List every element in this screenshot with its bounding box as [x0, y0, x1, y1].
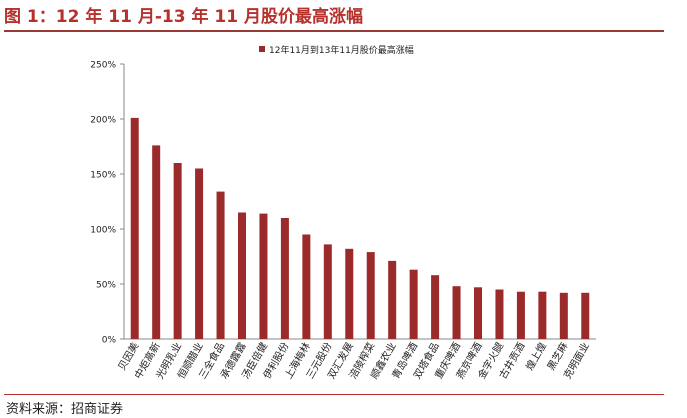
- bar: [216, 191, 225, 339]
- bar: [388, 260, 397, 339]
- bar: [409, 269, 418, 339]
- bar: [366, 252, 375, 339]
- y-tick-label: 250%: [90, 61, 116, 71]
- y-tick-label: 100%: [90, 226, 116, 236]
- bar: [559, 292, 568, 339]
- bar: [152, 145, 161, 339]
- bar: [516, 291, 525, 339]
- source-note: 资料来源：招商证券: [6, 402, 124, 417]
- bar: [280, 218, 289, 339]
- bar: [302, 234, 311, 339]
- bar: [474, 287, 482, 339]
- bar: [581, 292, 590, 339]
- legend-label: 12年11月到13年11月股价最高涨幅: [269, 44, 414, 56]
- bar: [538, 291, 547, 339]
- bottom-rule: [4, 394, 664, 395]
- bars: [130, 117, 590, 340]
- y-tick-label: 150%: [90, 171, 116, 181]
- x-axis-labels: 贝因美中炬高新光明乳业恒顺醋业三全食品承德露露汤臣倍健伊利股份上海梅林三元股份双…: [115, 340, 592, 381]
- legend: 12年11月到13年11月股价最高涨幅: [259, 44, 414, 56]
- bar: [195, 168, 204, 339]
- bar: [431, 275, 440, 339]
- y-tick-label: 50%: [96, 281, 116, 291]
- bar: [259, 213, 268, 339]
- y-tick-label: 0%: [102, 336, 117, 346]
- bar: [495, 289, 504, 339]
- y-tick-label: 200%: [90, 116, 116, 126]
- bar: [323, 244, 332, 339]
- bar: [452, 286, 461, 339]
- bar: [238, 212, 246, 339]
- bar: [173, 163, 182, 339]
- bar: [345, 248, 354, 339]
- legend-swatch: [259, 46, 265, 52]
- bar: [130, 117, 139, 340]
- figure-title: 图 1：12 年 11 月-13 年 11 月股价最高涨幅: [4, 7, 363, 27]
- top-rule: [4, 30, 664, 32]
